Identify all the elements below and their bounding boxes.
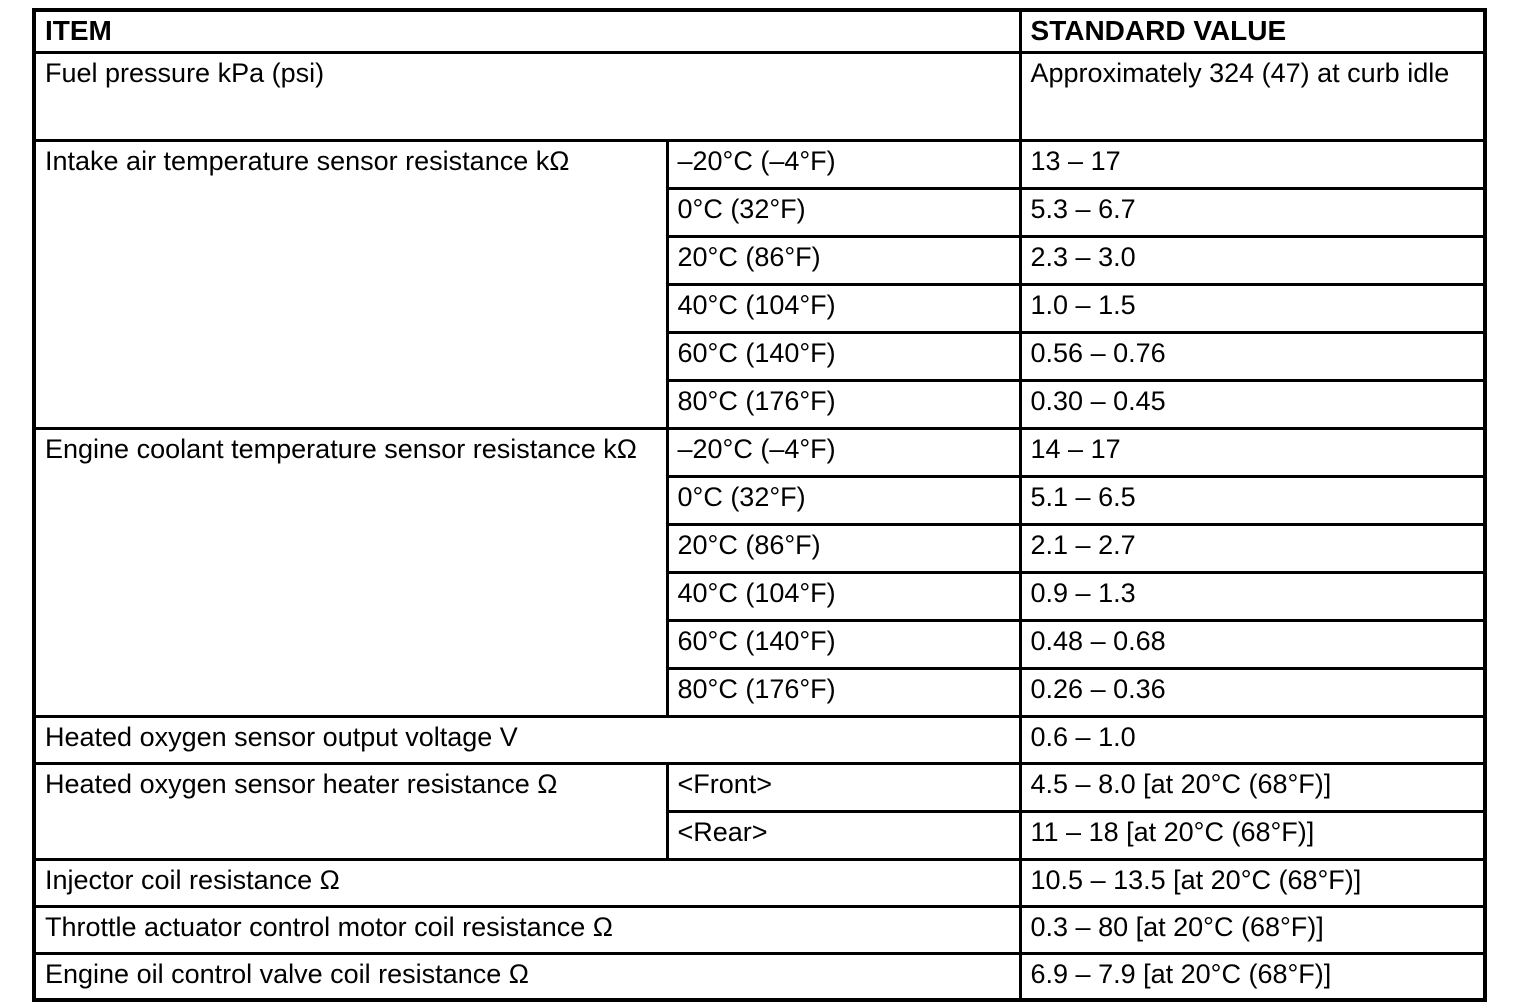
table-row: 60°C (140°F) 0.48 – 0.68 bbox=[34, 618, 1487, 670]
value-cell: 10.5 – 13.5 [at 20°C (68°F)] bbox=[1018, 857, 1487, 908]
table-row: Engine oil control valve coil resistance… bbox=[32, 951, 1487, 1002]
value-cell: 2.1 – 2.7 bbox=[1018, 522, 1487, 574]
header-standard-value: STANDARD VALUE bbox=[1018, 8, 1487, 54]
table-row: 60°C (140°F) 0.56 – 0.76 bbox=[34, 330, 1487, 382]
value-cell: 1.0 – 1.5 bbox=[1018, 282, 1487, 334]
header-item: ITEM bbox=[32, 8, 1022, 54]
value-cell: 0.48 – 0.68 bbox=[1018, 618, 1487, 670]
table-row: Throttle actuator control motor coil res… bbox=[32, 904, 1487, 955]
condition-cell: –20°C (–4°F) bbox=[665, 426, 1022, 478]
value-cell: 6.9 – 7.9 [at 20°C (68°F)] bbox=[1018, 951, 1487, 1002]
value-cell: Approximately 324 (47) at curb idle bbox=[1018, 50, 1487, 142]
table-row: Fuel pressure kPa (psi) Approximately 32… bbox=[32, 50, 1487, 142]
table-row: 80°C (176°F) 0.30 – 0.45 bbox=[34, 378, 1487, 430]
condition-cell: 60°C (140°F) bbox=[665, 330, 1022, 382]
table-row: Heated oxygen sensor output voltage V 0.… bbox=[32, 714, 1487, 765]
condition-cell: 0°C (32°F) bbox=[665, 474, 1022, 526]
value-cell: 14 – 17 bbox=[1018, 426, 1487, 478]
condition-cell: 80°C (176°F) bbox=[665, 378, 1022, 430]
item-cell: Injector coil resistance Ω bbox=[32, 857, 1022, 908]
value-cell: 5.3 – 6.7 bbox=[1018, 186, 1487, 238]
value-cell: 2.3 – 3.0 bbox=[1018, 234, 1487, 286]
condition-cell: 40°C (104°F) bbox=[665, 282, 1022, 334]
table-row: 40°C (104°F) 0.9 – 1.3 bbox=[34, 570, 1487, 622]
value-cell: 0.3 – 80 [at 20°C (68°F)] bbox=[1018, 904, 1487, 955]
value-cell: 13 – 17 bbox=[1018, 138, 1487, 190]
value-cell: 0.30 – 0.45 bbox=[1018, 378, 1487, 430]
table-header-row: ITEM STANDARD VALUE bbox=[32, 8, 1487, 54]
table-row: 40°C (104°F) 1.0 – 1.5 bbox=[34, 282, 1487, 334]
table-row: <Rear> 11 – 18 [at 20°C (68°F)] bbox=[34, 809, 1487, 861]
item-cell: Intake air temperature sensor resistance… bbox=[32, 138, 669, 430]
standard-values-table: ITEM STANDARD VALUE Fuel pressure kPa (p… bbox=[32, 8, 1488, 1003]
table-row: Intake air temperature sensor resistance… bbox=[32, 138, 1487, 430]
item-cell: Engine oil control valve coil resistance… bbox=[32, 951, 1022, 1002]
value-cell: 11 – 18 [at 20°C (68°F)] bbox=[1018, 809, 1487, 861]
table-row: Heated oxygen sensor heater resistance Ω… bbox=[32, 761, 1487, 861]
condition-cell: <Front> bbox=[665, 761, 1022, 813]
table-row: 0°C (32°F) 5.1 – 6.5 bbox=[34, 474, 1487, 526]
value-cell: 4.5 – 8.0 [at 20°C (68°F)] bbox=[1018, 761, 1487, 813]
value-cell: 0.6 – 1.0 bbox=[1018, 714, 1487, 765]
condition-cell: –20°C (–4°F) bbox=[665, 138, 1022, 190]
table-row: 20°C (86°F) 2.1 – 2.7 bbox=[34, 522, 1487, 574]
value-cell: 0.26 – 0.36 bbox=[1018, 666, 1487, 718]
table-row: Injector coil resistance Ω 10.5 – 13.5 [… bbox=[32, 857, 1487, 908]
condition-cell: 20°C (86°F) bbox=[665, 234, 1022, 286]
table-row: 20°C (86°F) 2.3 – 3.0 bbox=[34, 234, 1487, 286]
table-row: 0°C (32°F) 5.3 – 6.7 bbox=[34, 186, 1487, 238]
condition-cell: 80°C (176°F) bbox=[665, 666, 1022, 718]
condition-cell: 60°C (140°F) bbox=[665, 618, 1022, 670]
value-cell: 0.9 – 1.3 bbox=[1018, 570, 1487, 622]
condition-cell: 40°C (104°F) bbox=[665, 570, 1022, 622]
item-cell: Fuel pressure kPa (psi) bbox=[32, 50, 1022, 142]
item-cell: Throttle actuator control motor coil res… bbox=[32, 904, 1022, 955]
table-row: Engine coolant temperature sensor resist… bbox=[32, 426, 1487, 718]
value-cell: 5.1 – 6.5 bbox=[1018, 474, 1487, 526]
value-cell: 0.56 – 0.76 bbox=[1018, 330, 1487, 382]
item-cell: Heated oxygen sensor heater resistance Ω bbox=[32, 761, 669, 861]
item-cell: Engine coolant temperature sensor resist… bbox=[32, 426, 669, 718]
condition-cell: <Rear> bbox=[665, 809, 1022, 861]
item-cell: Heated oxygen sensor output voltage V bbox=[32, 714, 1022, 765]
condition-cell: 20°C (86°F) bbox=[665, 522, 1022, 574]
condition-cell: 0°C (32°F) bbox=[665, 186, 1022, 238]
table-row: 80°C (176°F) 0.26 – 0.36 bbox=[34, 666, 1487, 718]
